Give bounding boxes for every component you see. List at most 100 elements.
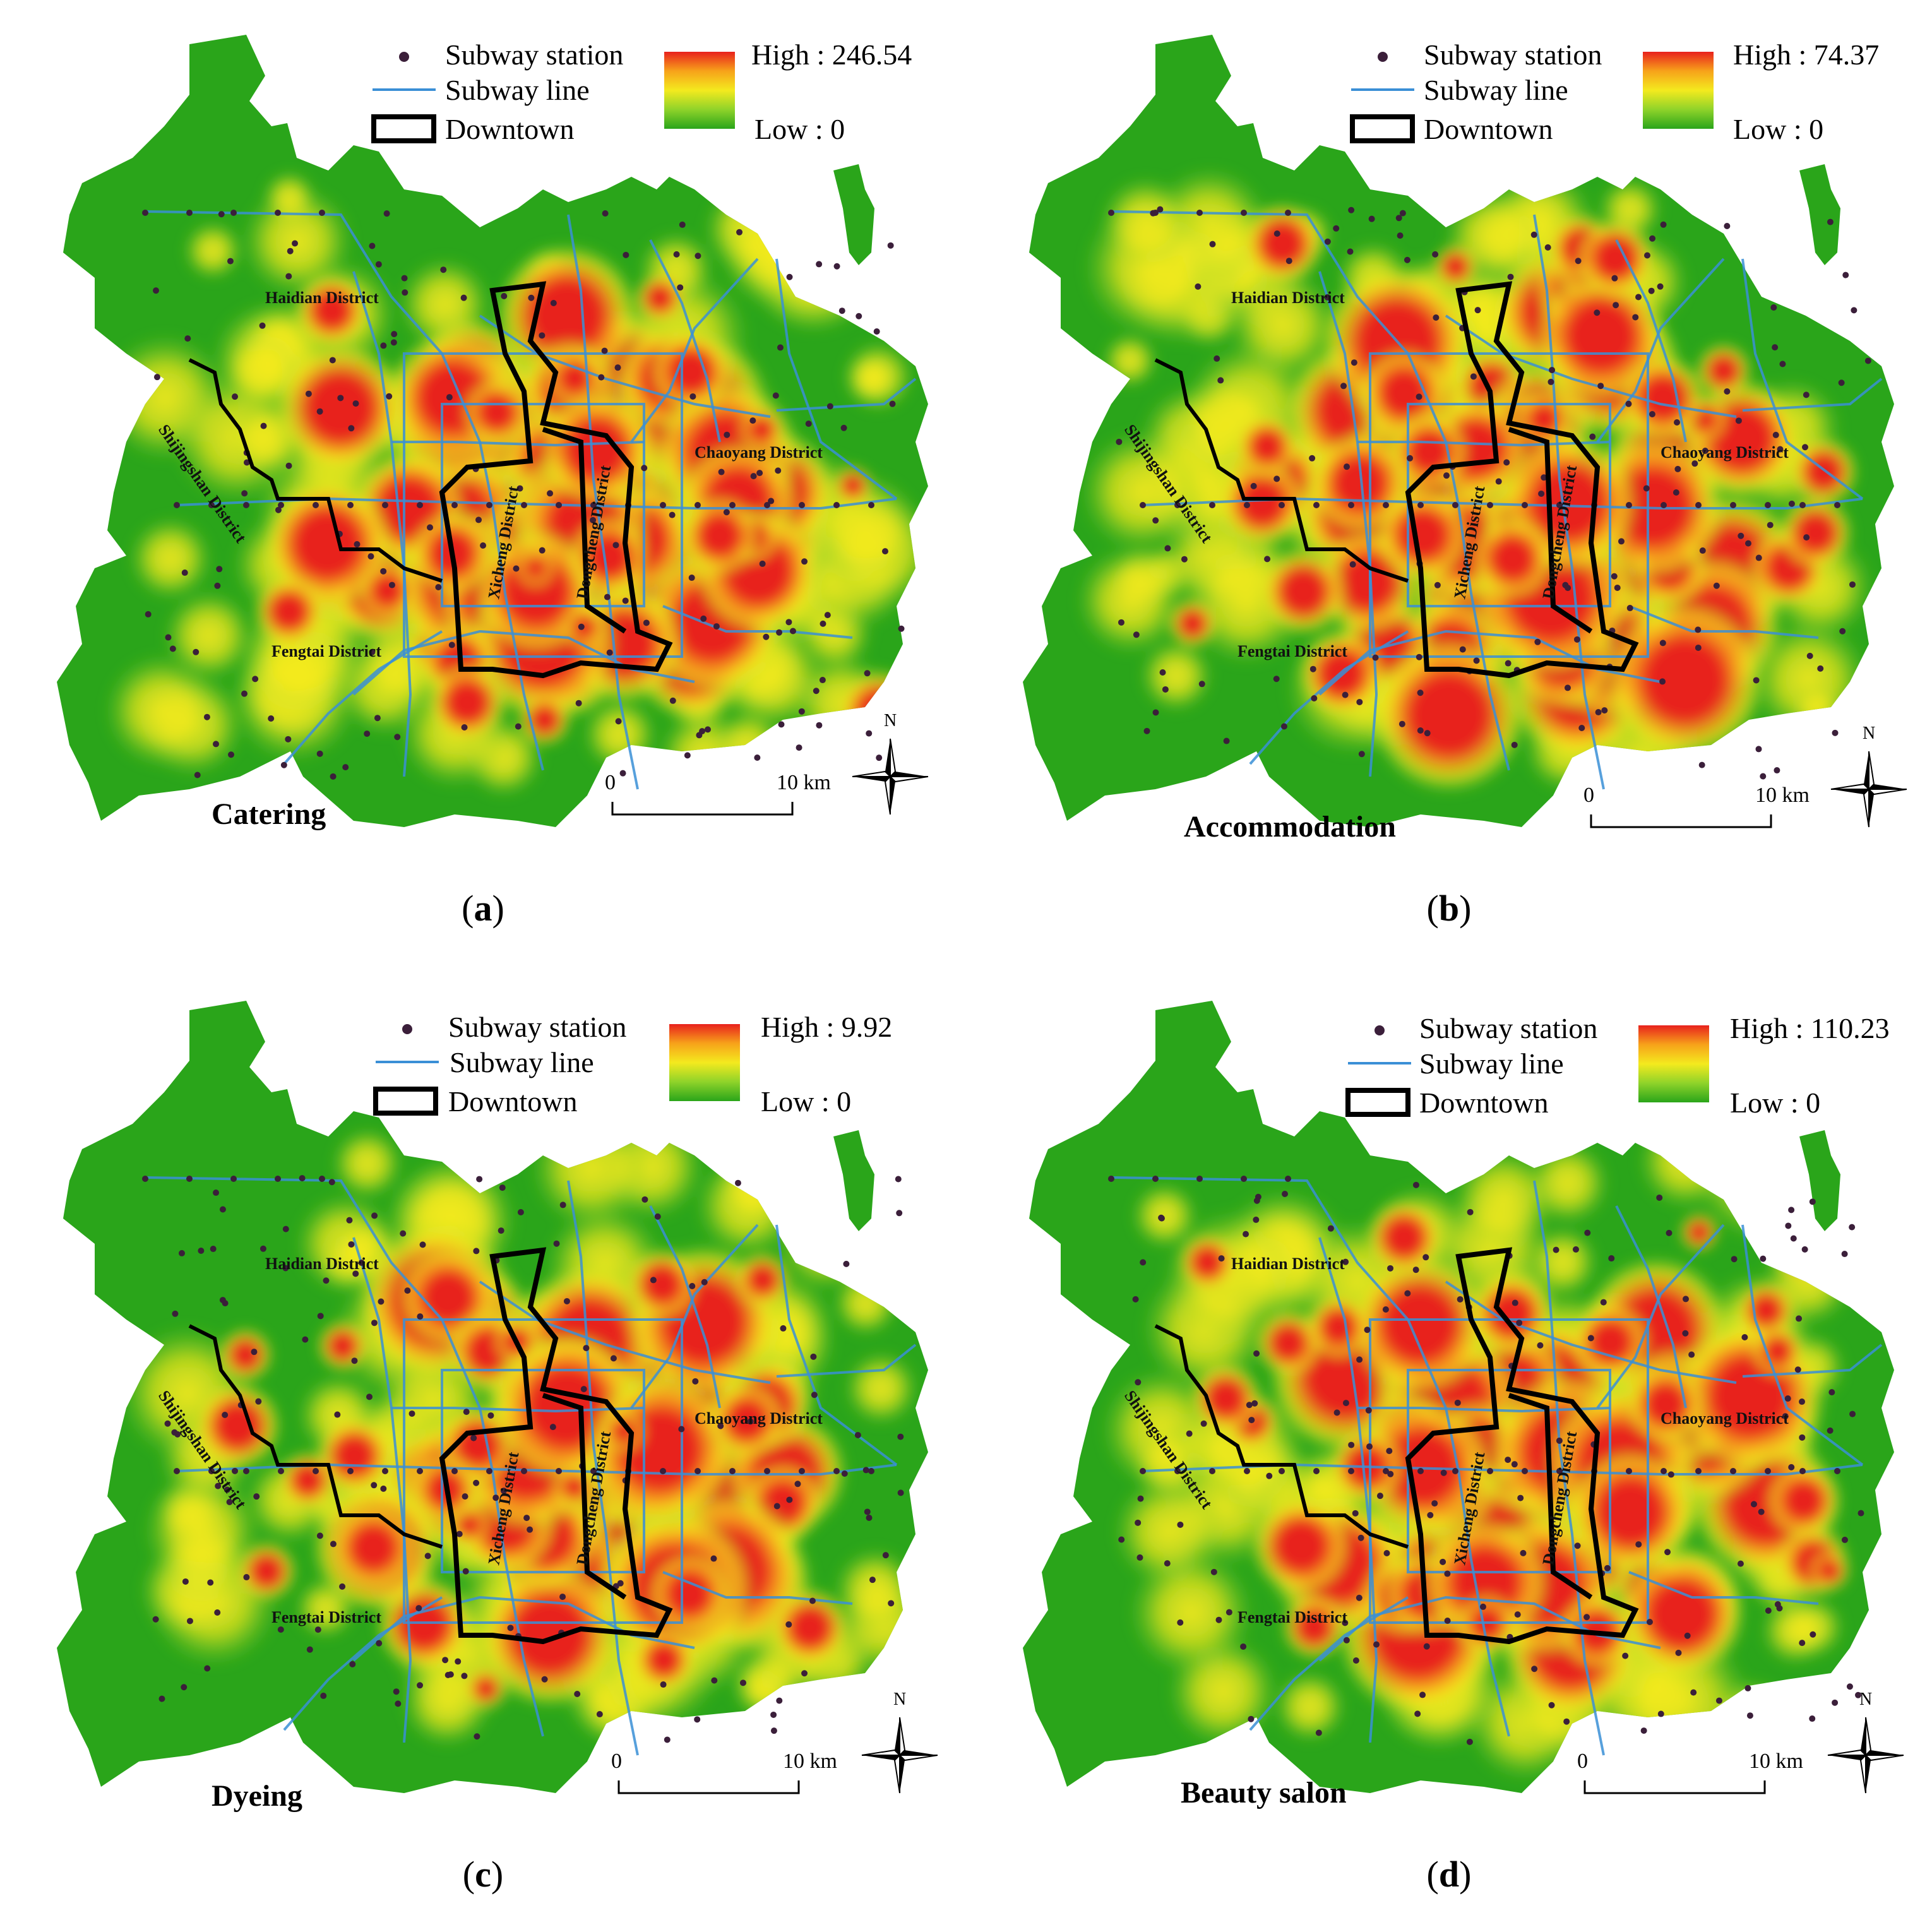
legend-downtown-label: Downtown (445, 113, 574, 145)
district-label-fengtai: Fengtai District (271, 642, 381, 660)
downtown-legend-icon (371, 114, 436, 143)
density-ramp (1643, 52, 1714, 129)
panel-caption: (c) (462, 1854, 504, 1895)
subway-station-legend-icon (1378, 52, 1388, 62)
panel-caption: (a) (462, 888, 504, 929)
panel-title: Accommodation (1184, 810, 1396, 844)
north-arrow-icon: N (1830, 724, 1907, 828)
legend-line-label: Subway line (1419, 1047, 1564, 1080)
scale-bar: 0 10 km (605, 771, 831, 816)
legend: Subway station Subway line Downtown High… (1350, 39, 1879, 145)
scale-bar: 0 10 km (1577, 1750, 1803, 1794)
district-label-fengtai: Fengtai District (1237, 642, 1347, 660)
legend-downtown-label: Downtown (1419, 1087, 1548, 1119)
north-label: N (1863, 724, 1875, 743)
downtown-inner-boundary (542, 427, 627, 634)
scale-bar: 0 10 km (1583, 784, 1810, 828)
legend-station-label: Subway station (445, 39, 623, 71)
subway-stations (1108, 206, 1871, 780)
scale-start: 0 (611, 1750, 622, 1773)
legend-station-label: Subway station (1419, 1012, 1597, 1044)
legend-station-label: Subway station (1424, 39, 1602, 71)
district-label-chaoyang: Chaoyang District (695, 1409, 823, 1428)
scale-end: 10 km (783, 1750, 837, 1773)
legend: Subway station Subway line Downtown High… (371, 39, 912, 145)
downtown-legend-icon (1350, 114, 1415, 143)
panel-title: Beauty salon (1181, 1776, 1347, 1810)
panel-b: Haidian District Shijingshan District Chao… (966, 0, 1932, 966)
north-arrow-icon: N (861, 1690, 938, 1794)
panel-caption: (b) (1426, 888, 1472, 929)
legend-downtown-label: Downtown (448, 1085, 577, 1118)
district-label-haidian: Haidian District (1231, 1255, 1345, 1273)
scale-bar: 0 10 km (611, 1750, 837, 1794)
legend-line-label: Subway line (445, 74, 590, 106)
district-label-chaoyang: Chaoyang District (1661, 443, 1789, 462)
district-boundary (1154, 1324, 1409, 1549)
legend-high-value: High : 110.23 (1730, 1012, 1890, 1044)
downtown-legend-icon (1345, 1088, 1410, 1117)
legend-line-label: Subway line (450, 1046, 594, 1078)
district-label-fengtai: Fengtai District (1237, 1608, 1347, 1626)
legend-high-value: High : 74.37 (1733, 39, 1879, 71)
downtown-boundary (1405, 1247, 1639, 1645)
district-label-haidian: Haidian District (265, 1255, 379, 1273)
detached-area (833, 164, 874, 265)
panel-d: Haidian District Shijingshan District Chao… (966, 966, 1932, 1932)
district-boundary (188, 358, 443, 583)
scale-start: 0 (605, 771, 616, 794)
district-label-haidian: Haidian District (1231, 289, 1345, 307)
panel-title: Dyeing (212, 1779, 302, 1813)
subway-lines (1111, 210, 1883, 790)
district-label-fengtai: Fengtai District (271, 1608, 381, 1626)
north-arrow-icon: N (1827, 1690, 1904, 1794)
downtown-boundary (1405, 281, 1639, 679)
north-label: N (884, 711, 897, 730)
subway-station-legend-icon (402, 1024, 412, 1034)
downtown-legend-icon (373, 1087, 438, 1116)
scale-start: 0 (1583, 784, 1594, 807)
legend-low-value: Low : 0 (1730, 1087, 1820, 1119)
scale-end: 10 km (1749, 1750, 1803, 1773)
density-ramp (1638, 1025, 1709, 1102)
panel-a: Haidian District Shijingshan District Chao… (0, 0, 966, 966)
detached-area (1799, 164, 1840, 265)
north-label: N (1859, 1690, 1872, 1709)
downtown-inner-boundary (1508, 1393, 1593, 1600)
downtown-inner-boundary (1508, 427, 1593, 634)
district-label-chaoyang: Chaoyang District (1661, 1409, 1789, 1428)
subway-stations (1108, 1176, 1864, 1745)
downtown-boundary (439, 281, 673, 679)
subway-stations (142, 1175, 904, 1743)
detached-area (833, 1130, 874, 1231)
density-ramp (664, 52, 735, 129)
district-label-chaoyang: Chaoyang District (695, 443, 823, 462)
density-surface (1076, 167, 1873, 817)
legend-line-label: Subway line (1424, 74, 1568, 106)
legend-low-value: Low : 0 (1733, 113, 1823, 145)
scale-start: 0 (1577, 1750, 1588, 1773)
legend-low-value: Low : 0 (761, 1085, 851, 1118)
district-boundary (1154, 358, 1409, 583)
legend-high-value: High : 246.54 (751, 39, 912, 71)
panel-title: Catering (212, 797, 326, 831)
district-label-haidian: Haidian District (265, 289, 379, 307)
legend-downtown-label: Downtown (1424, 113, 1553, 145)
panel-c: Haidian District Shijingshan District Chao… (0, 966, 966, 1932)
subway-station-legend-icon (399, 52, 409, 62)
district-boundary (188, 1324, 443, 1549)
legend: Subway station Subway line Downtown High… (373, 1011, 892, 1118)
north-label: N (893, 1690, 906, 1709)
legend-station-label: Subway station (448, 1011, 626, 1043)
subway-lines (145, 210, 917, 790)
downtown-inner-boundary (542, 1393, 627, 1600)
subway-station-legend-icon (1374, 1025, 1385, 1035)
